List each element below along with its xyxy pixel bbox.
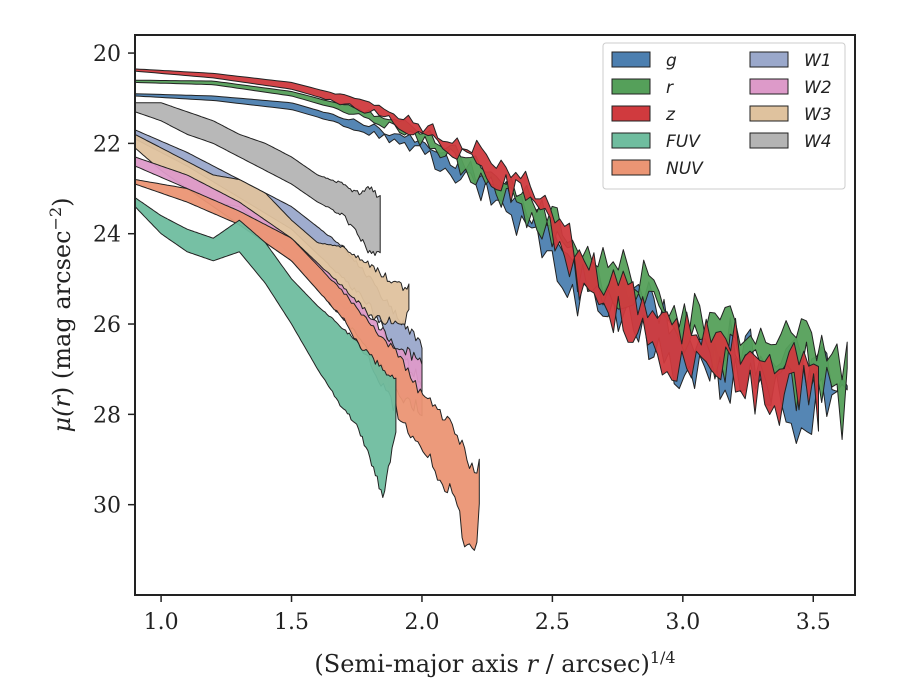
legend-swatch-w4: [749, 132, 789, 149]
x-tick-label: 3.0: [665, 610, 700, 635]
legend-label-w3: W3: [804, 105, 832, 125]
x-axis-label: (Semi-major axis r / arcsec)1/4: [314, 648, 675, 679]
band-g: [135, 93, 848, 444]
y-axis-ticks: 20 22 24 26 28 30: [93, 42, 135, 519]
legend-swatch-r: [611, 78, 651, 95]
x-tick-label: 2.0: [404, 610, 439, 635]
legend: grz FUV NUV W1 W2 W3 W4: [602, 42, 846, 190]
x-axis-ticks: 1.0 1.5 2.0 2.5 3.0 3.5: [144, 595, 831, 635]
legend-swatch-g: [611, 51, 651, 68]
plot-area: [135, 68, 848, 551]
legend-label-w4: W4: [804, 132, 832, 152]
y-axis-label: μ(r) (mag arcsec−2): [46, 197, 77, 432]
x-tick-label: 2.5: [535, 610, 570, 635]
legend-label-w1: W1: [804, 51, 832, 71]
legend-label-nuv: NUV: [666, 159, 704, 179]
legend-swatch-w3: [749, 105, 789, 122]
axes-frame: [134, 34, 856, 596]
y-tick-label: 28: [93, 403, 121, 428]
legend-swatch-z: [611, 105, 651, 122]
legend-label-w2: W2: [804, 78, 832, 98]
x-tick-label: 1.0: [144, 610, 179, 635]
legend-label-g: g: [666, 51, 677, 71]
legend-swatch-w1: [749, 51, 789, 68]
x-tick-label: 1.5: [274, 610, 309, 635]
legend-label-r: r: [666, 78, 674, 98]
x-tick-label: 3.5: [796, 610, 831, 635]
y-tick-label: 30: [93, 494, 121, 519]
legend-label-z: z: [665, 105, 676, 125]
y-tick-label: 24: [93, 223, 121, 248]
band-r: [135, 79, 848, 440]
legend-swatch-fuv: [611, 132, 651, 149]
y-tick-label: 26: [93, 313, 121, 338]
legend-label-fuv: FUV: [666, 132, 701, 152]
y-tick-label: 20: [93, 42, 121, 67]
legend-swatch-nuv: [611, 159, 651, 176]
y-tick-label: 22: [93, 132, 121, 157]
band-w4: [135, 102, 381, 256]
band-fuv: [135, 197, 397, 498]
legend-swatch-w2: [749, 78, 789, 95]
band-z: [135, 68, 819, 432]
